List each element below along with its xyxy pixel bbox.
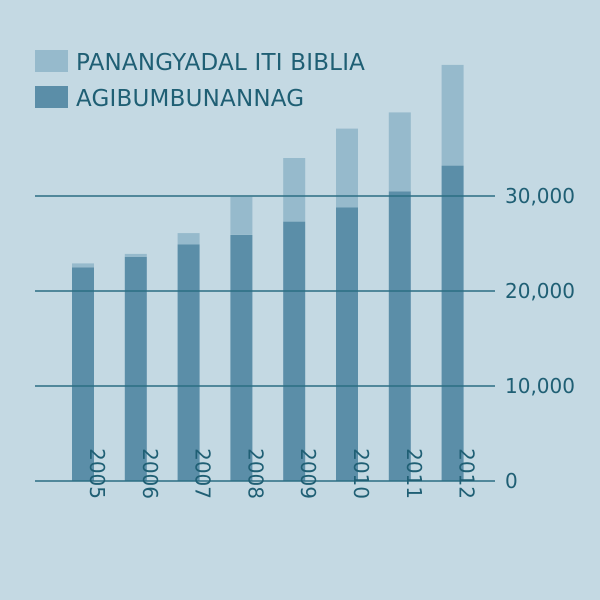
gridlines [35, 195, 495, 482]
bar-panangyadal-2010 [336, 128, 358, 208]
x-tick-label: 2005 [85, 448, 109, 499]
bar-agibumbunannag-2005 [72, 267, 94, 482]
bar-agibumbunannag-2008 [230, 235, 253, 481]
bar-agibumbunannag-2012 [441, 165, 464, 481]
bar-agibumbunannag-2007 [177, 244, 200, 481]
x-axis-category-labels: 2005 2006 2007 2008 2009 2010 2011 2012 [85, 448, 479, 499]
x-tick-label: 2007 [191, 448, 215, 499]
x-tick-label: 2008 [243, 448, 267, 499]
legend-label-agibumbunannag: AGIBUMBUNANNAG [76, 86, 304, 112]
x-tick-label: 2009 [296, 448, 320, 499]
y-tick-label: 0 [505, 469, 518, 493]
bar-panangyadal-2012 [441, 64, 464, 166]
y-tick-label: 30,000 [505, 184, 575, 208]
y-axis-tick-labels: 0 10,000 20,000 30,000 [505, 184, 575, 493]
x-tick-label: 2012 [455, 448, 479, 499]
y-tick-label: 10,000 [505, 374, 575, 398]
legend: PANANGYADAL ITI BIBLIA AGIBUMBUNANNAG [35, 50, 365, 112]
bar-agibumbunannag-2009 [283, 221, 306, 481]
x-tick-label: 2011 [402, 448, 426, 499]
y-tick-label: 20,000 [505, 279, 575, 303]
bar-panangyadal-2009 [283, 158, 306, 222]
x-tick-label: 2006 [138, 448, 162, 499]
bar-panangyadal-2008 [230, 196, 253, 235]
bar-panangyadal-2011 [388, 112, 411, 192]
legend-swatch-agibumbunannag [35, 86, 68, 108]
legend-label-panangyadal: PANANGYADAL ITI BIBLIA [76, 50, 365, 76]
bar-agibumbunannag-2011 [388, 191, 411, 482]
bar-agibumbunannag-2010 [336, 207, 358, 481]
bar-panangyadal-2005 [72, 263, 94, 268]
x-tick-label: 2010 [349, 448, 373, 499]
bar-panangyadal-2006 [124, 253, 147, 257]
legend-swatch-panangyadal [35, 50, 68, 72]
bars-group [72, 64, 464, 482]
bar-panangyadal-2007 [177, 233, 200, 245]
bar-agibumbunannag-2006 [124, 256, 147, 481]
